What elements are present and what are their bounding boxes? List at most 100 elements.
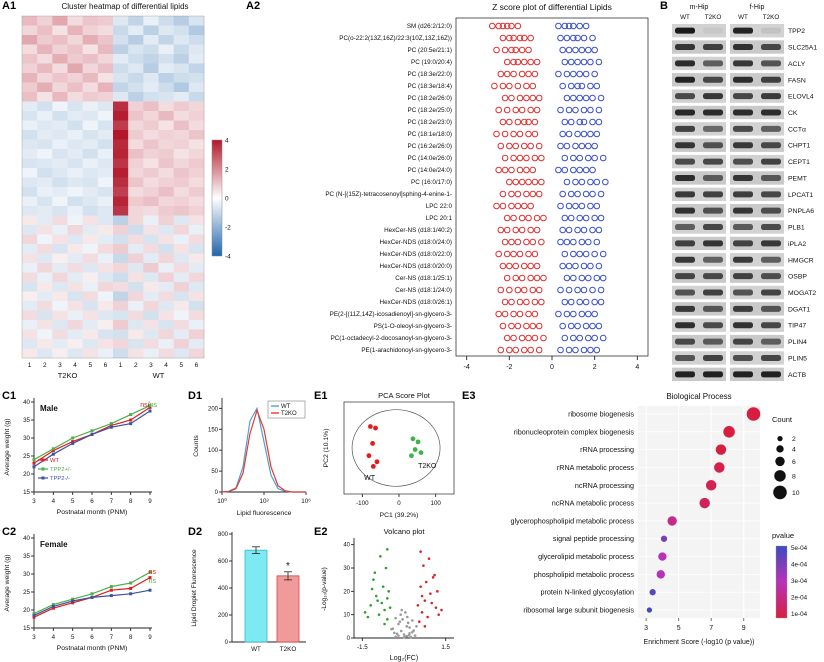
heatmap-cell [52,177,68,188]
heatmap-cell [52,263,68,273]
pvalue-tick-label: 3e-04 [791,578,808,585]
blot-strip [672,253,726,267]
heatmap-cell [52,35,68,45]
go-term-label: glycerophospholipid metabolic process [511,516,635,525]
zscore-point-blue [597,190,605,198]
x-tick-label: -2 [506,364,512,371]
zscore-point-red [520,202,528,210]
legend-pvalue-title: pvalue [772,531,794,540]
zscore-point-red [510,310,517,318]
heatmap-cell [158,120,174,131]
zscore-point-red [514,286,522,294]
zscore-point-red [506,286,513,294]
zscore-point-blue [570,166,577,174]
heatmap-cell [52,101,68,112]
y-tick-label: 20 [343,589,350,595]
heatmap-cell [37,158,53,169]
zscore-point-blue [563,238,571,246]
zscore-point-red [508,94,515,102]
heatmap-cell [143,73,159,83]
blot-strip [730,24,784,38]
blot-band [733,354,753,361]
zscore-point-red [514,238,522,246]
blot-strip [730,154,784,169]
heatmap-cell [82,139,99,150]
heatmap-cell [143,16,159,26]
blot-band [761,224,781,231]
zscore-point-blue [572,202,579,210]
zscore-point-red [518,226,526,234]
zscore-point-blue [582,250,590,258]
volcano-point [374,594,378,598]
blot-strip [672,73,726,87]
panel-label-D2: D2 [188,526,203,538]
protein-label: CCTα [788,126,806,133]
pca-point [374,459,380,465]
zscore-point-blue [559,82,566,90]
zscore-point-blue [578,178,586,186]
zscore-point-blue [557,286,564,294]
heatmap-cell [37,291,53,302]
heatmap-cell [113,44,129,55]
go-term-label: rRNA processing [580,445,634,454]
zscore-point-red [501,46,509,54]
zscore-point-blue [576,298,584,306]
heatmap-cell [67,187,83,197]
zscore-point-red [516,34,524,42]
blot-band [703,256,723,263]
blot-band [761,27,781,34]
heatmap-cell [188,263,205,273]
zscore-point-blue [570,22,577,30]
protein-label: ACTB [788,372,807,379]
heatmap-cell [158,329,174,340]
blot-lane-label: T2KO [705,14,722,21]
heatmap-cell [173,282,190,292]
heatmap-cell [97,253,114,264]
lipid-label: PE(2-[(11Z,14Z)-icosadienoyl]-sn-glycero… [330,311,452,318]
heatmap-cell [52,234,68,245]
blot-band [703,76,723,83]
x-tick-label: 7 [110,634,114,641]
heatmap-cell [188,158,205,169]
heatmap-cell [82,196,99,207]
zscore-point-blue [561,22,569,30]
blot-strip [730,204,784,218]
legend-marker [41,467,45,471]
heatmap-cell [158,63,174,74]
heatmap-cell [82,101,99,112]
zscore-point-blue [578,142,586,150]
zscore-point-blue [582,22,590,30]
heatmap-cell [128,310,144,321]
heatmap-cell [143,348,159,359]
zscore-point-red [535,142,543,150]
lipid-label: PC (18:1e/18:0) [408,131,452,138]
y-tick-label: 10 [343,613,350,619]
heatmap-cell [37,101,53,112]
protein-label: TPP2 [788,28,805,35]
volcano-point [384,566,388,570]
zscore-point-red [510,154,517,162]
blot-strip [672,122,726,136]
volcano-point [430,601,434,605]
zscore-point-red [540,334,547,342]
heatmap-cell [143,320,159,330]
heatmap-cell [82,348,99,359]
legend-count-label: 4 [792,446,796,453]
pca-point [366,453,372,459]
heatmap-col-label: 5 [179,362,183,369]
zscore-point-blue [584,154,592,162]
zscore-point-blue [587,130,594,138]
zscore-point-blue [557,238,564,246]
blot-band [733,240,753,247]
x-tick-label: 3 [32,498,36,505]
heatmap-cell [173,168,190,178]
zscore-point-blue [591,250,598,258]
heatmap-cell [143,206,159,216]
heatmap-cell [173,101,190,112]
blot-band [733,191,753,198]
heatmap-cell [128,35,144,45]
zscore-point-red [540,274,547,282]
volcano-point [386,548,389,551]
heatmap-cell [22,282,38,292]
heatmap-cell [52,310,68,321]
